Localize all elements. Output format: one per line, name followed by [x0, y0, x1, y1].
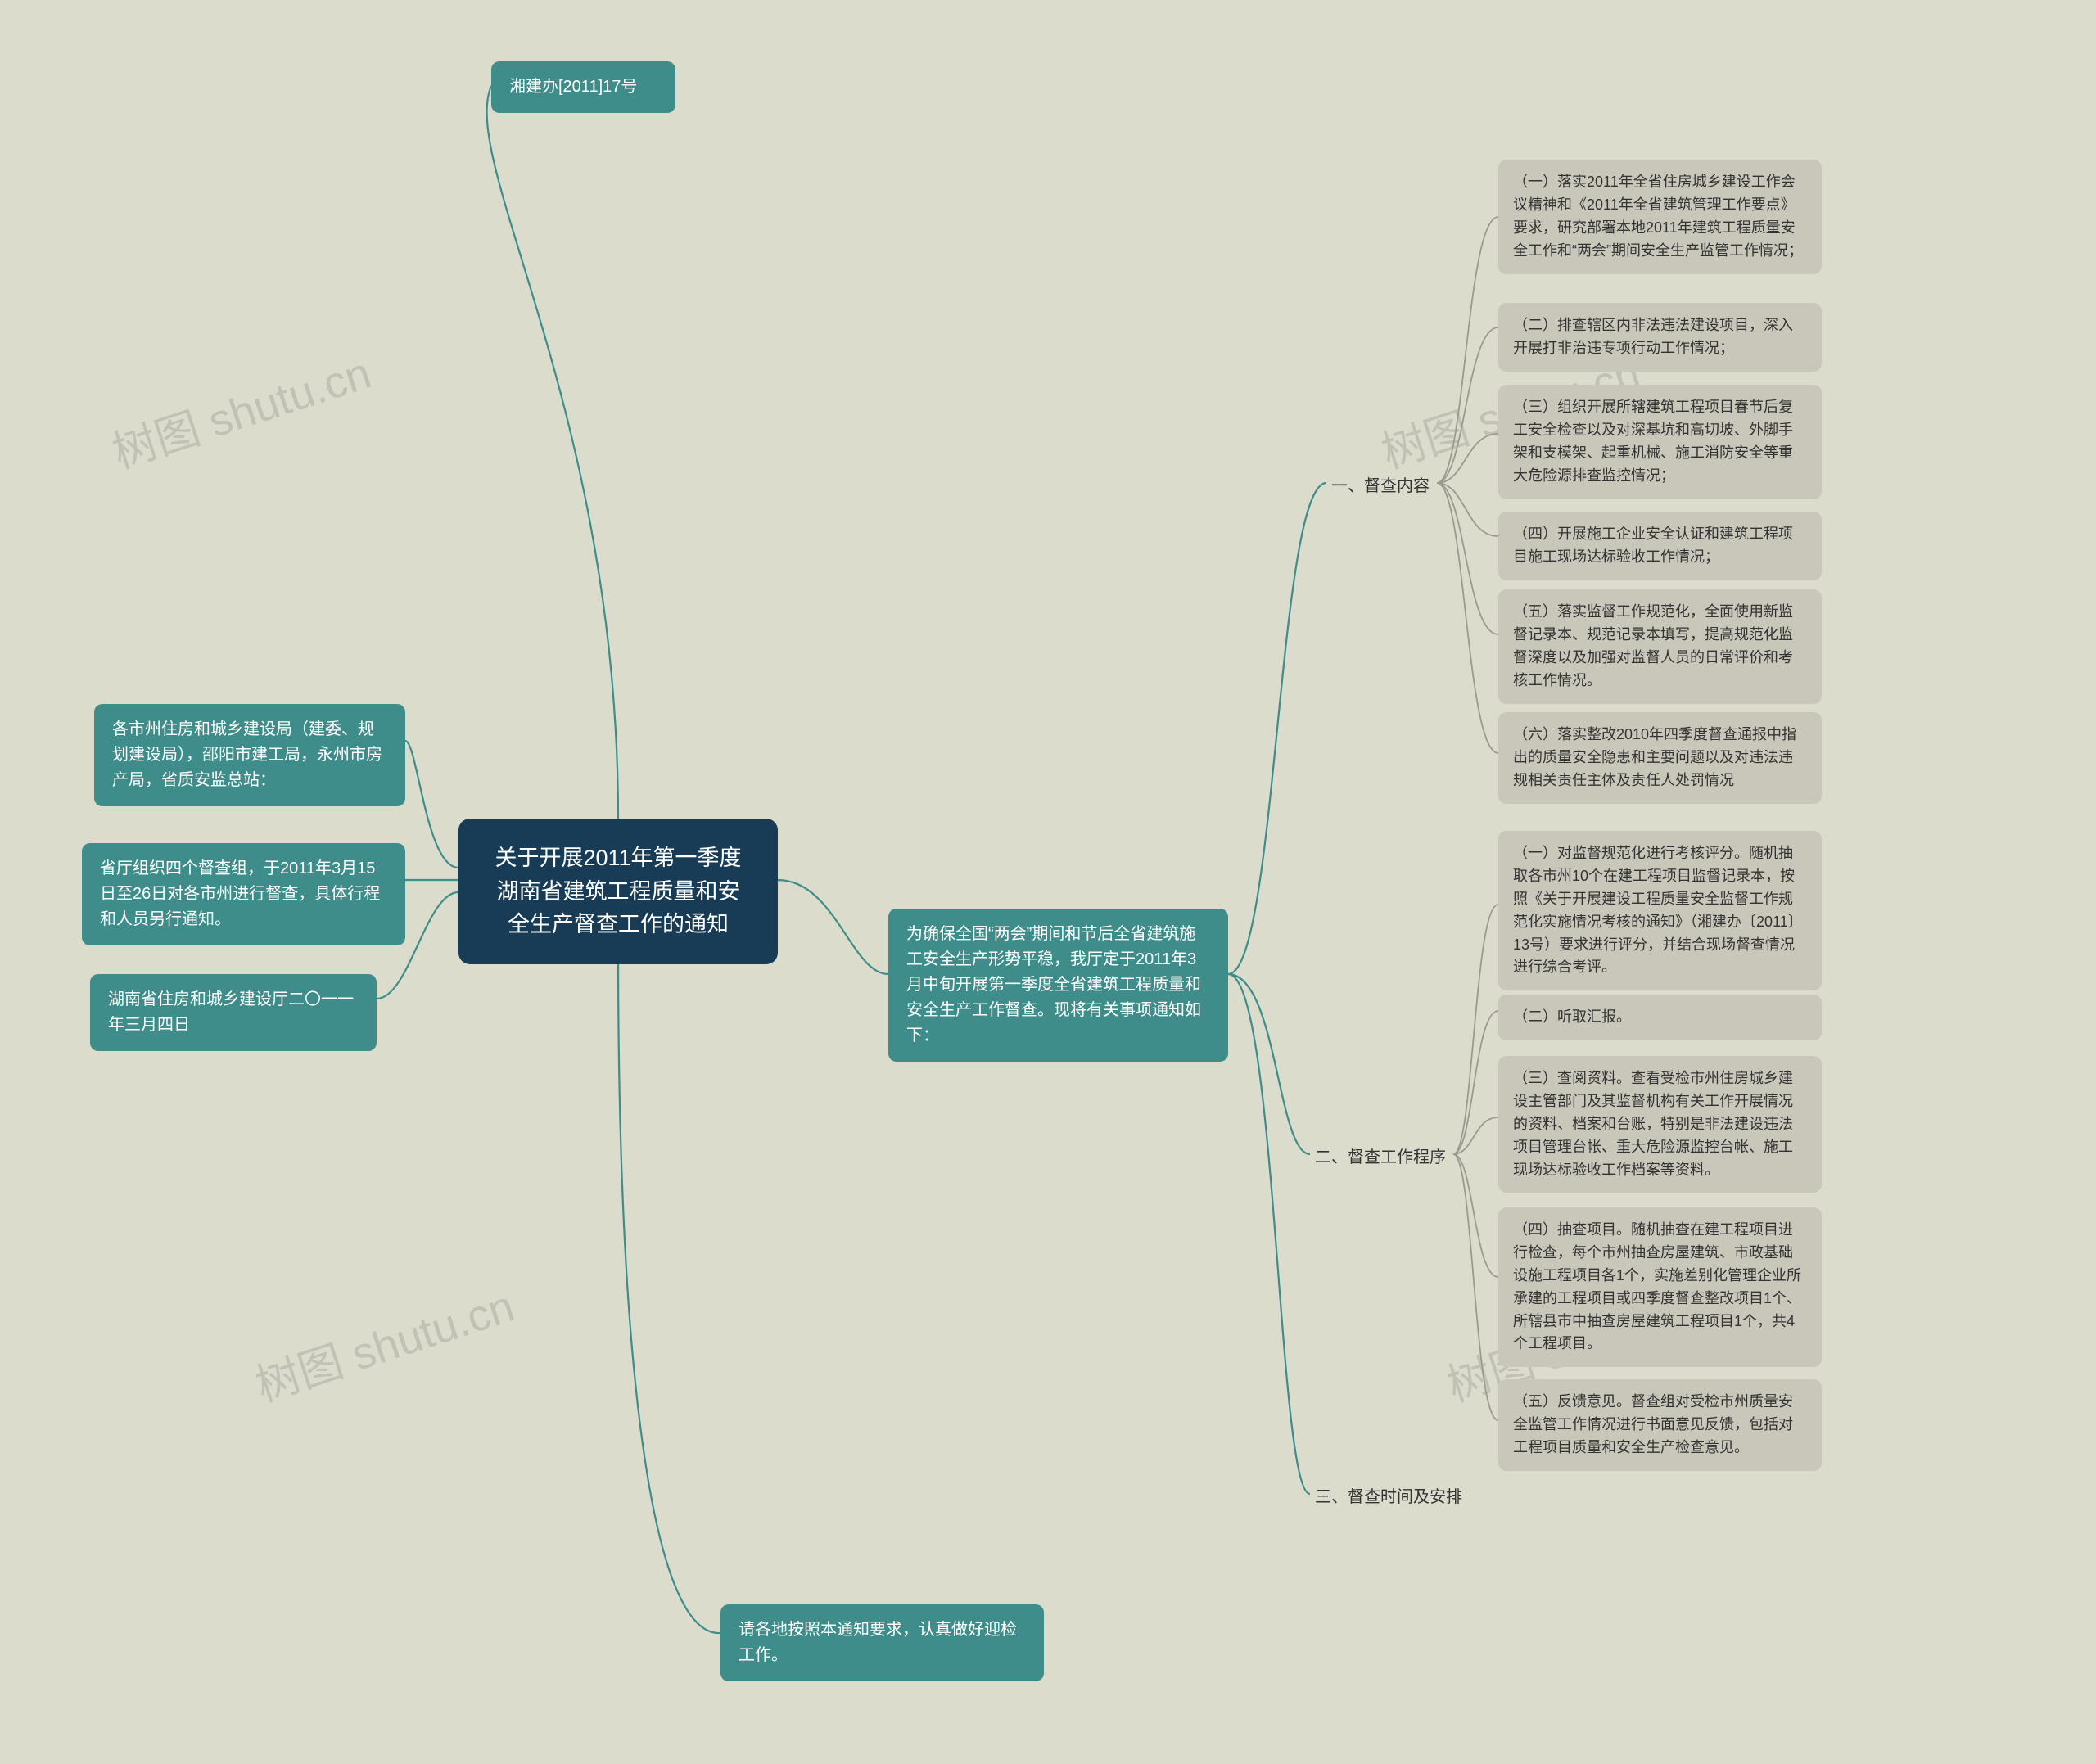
- left-node[interactable]: 各市州住房和城乡建设局（建委、规划建设局），邵阳市建工局，永州市房产局，省质安监…: [94, 704, 405, 806]
- left-text: 省厅组织四个督查组，于2011年3月15日至26日对各市州进行督查，具体行程和人…: [100, 859, 380, 928]
- leaf-node[interactable]: （六）落实整改2010年四季度督查通报中指出的质量安全隐患和主要问题以及对违法违…: [1498, 712, 1822, 804]
- doc-number-node[interactable]: 湘建办[2011]17号: [491, 61, 675, 113]
- leaf-text: （三）查阅资料。查看受检市州住房城乡建设主管部门及其监督机构有关工作开展情况的资…: [1513, 1070, 1793, 1178]
- leaf-text: （三）组织开展所辖建筑工程项目春节后复工安全检查以及对深基坑和高切坡、外脚手架和…: [1513, 399, 1793, 484]
- leaf-text: （四）开展施工企业安全认证和建筑工程项目施工现场达标验收工作情况；: [1513, 526, 1793, 565]
- watermark: 树图 shutu.cn: [246, 1270, 522, 1414]
- leaf-text: （四）抽查项目。随机抽查在建工程项目进行检查，每个市州抽查房屋建筑、市政基础设施…: [1513, 1221, 1801, 1351]
- leaf-node[interactable]: （二）听取汇报。: [1498, 995, 1822, 1040]
- leaf-node[interactable]: （三）查阅资料。查看受检市州住房城乡建设主管部门及其监督机构有关工作开展情况的资…: [1498, 1056, 1822, 1193]
- left-node[interactable]: 湖南省住房和城乡建设厅二〇一一年三月四日: [90, 974, 377, 1051]
- bottom-text: 请各地按照本通知要求，认真做好迎检工作。: [739, 1621, 1017, 1664]
- section-label-text: 二、督查工作程序: [1315, 1148, 1446, 1166]
- leaf-node[interactable]: （一）对监督规范化进行考核评分。随机抽取各市州10个在建工程项目监督记录本，按照…: [1498, 831, 1822, 990]
- leaf-text: （六）落实整改2010年四季度督查通报中指出的质量安全隐患和主要问题以及对违法违…: [1513, 726, 1796, 788]
- leaf-node[interactable]: （五）落实监督工作规范化，全面使用新监督记录本、规范记录本填写，提高规范化监督深…: [1498, 589, 1822, 704]
- leaf-text: （五）反馈意见。督查组对受检市州质量安全监管工作情况进行书面意见反馈，包括对工程…: [1513, 1393, 1793, 1455]
- leaf-text: （一）对监督规范化进行考核评分。随机抽取各市州10个在建工程项目监督记录本，按照…: [1513, 845, 1803, 975]
- section-label-text: 三、督查时间及安排: [1315, 1488, 1462, 1506]
- leaf-node[interactable]: （五）反馈意见。督查组对受检市州质量安全监管工作情况进行书面意见反馈，包括对工程…: [1498, 1379, 1822, 1471]
- leaf-text: （二）听取汇报。: [1513, 1008, 1631, 1025]
- section-label[interactable]: 一、督查内容: [1326, 471, 1434, 503]
- leaf-node[interactable]: （二）排查辖区内非法违法建设项目，深入开展打非治违专项行动工作情况；: [1498, 303, 1822, 372]
- right-main-node[interactable]: 为确保全国“两会”期间和节后全省建筑施工安全生产形势平稳，我厅定于2011年3月…: [888, 909, 1228, 1062]
- section-label[interactable]: 二、督查工作程序: [1310, 1142, 1451, 1174]
- leaf-node[interactable]: （三）组织开展所辖建筑工程项目春节后复工安全检查以及对深基坑和高切坡、外脚手架和…: [1498, 385, 1822, 499]
- watermark: 树图 shutu.cn: [103, 336, 378, 480]
- leaf-text: （五）落实监督工作规范化，全面使用新监督记录本、规范记录本填写，提高规范化监督深…: [1513, 603, 1793, 688]
- bottom-node[interactable]: 请各地按照本通知要求，认真做好迎检工作。: [720, 1604, 1044, 1681]
- leaf-text: （二）排查辖区内非法违法建设项目，深入开展打非治违专项行动工作情况；: [1513, 317, 1793, 356]
- right-main-text: 为确保全国“两会”期间和节后全省建筑施工安全生产形势平稳，我厅定于2011年3月…: [906, 925, 1201, 1044]
- section-label-text: 一、督查内容: [1331, 477, 1430, 495]
- left-text: 湖南省住房和城乡建设厅二〇一一年三月四日: [108, 990, 354, 1034]
- leaf-node[interactable]: （四）开展施工企业安全认证和建筑工程项目施工现场达标验收工作情况；: [1498, 512, 1822, 580]
- left-node[interactable]: 省厅组织四个督查组，于2011年3月15日至26日对各市州进行督查，具体行程和人…: [82, 843, 405, 945]
- center-text: 关于开展2011年第一季度 湖南省建筑工程质量和安 全生产督查工作的通知: [483, 841, 753, 941]
- center-node[interactable]: 关于开展2011年第一季度 湖南省建筑工程质量和安 全生产督查工作的通知: [458, 819, 778, 964]
- section-label[interactable]: 三、督查时间及安排: [1310, 1482, 1467, 1514]
- leaf-text: （一）落实2011年全省住房城乡建设工作会议精神和《2011年全省建筑管理工作要…: [1513, 174, 1803, 259]
- left-text: 各市州住房和城乡建设局（建委、规划建设局），邵阳市建工局，永州市房产局，省质安监…: [112, 720, 382, 789]
- doc-number-text: 湘建办[2011]17号: [509, 78, 637, 96]
- leaf-node[interactable]: （四）抽查项目。随机抽查在建工程项目进行检查，每个市州抽查房屋建筑、市政基础设施…: [1498, 1207, 1822, 1367]
- leaf-node[interactable]: （一）落实2011年全省住房城乡建设工作会议精神和《2011年全省建筑管理工作要…: [1498, 160, 1822, 274]
